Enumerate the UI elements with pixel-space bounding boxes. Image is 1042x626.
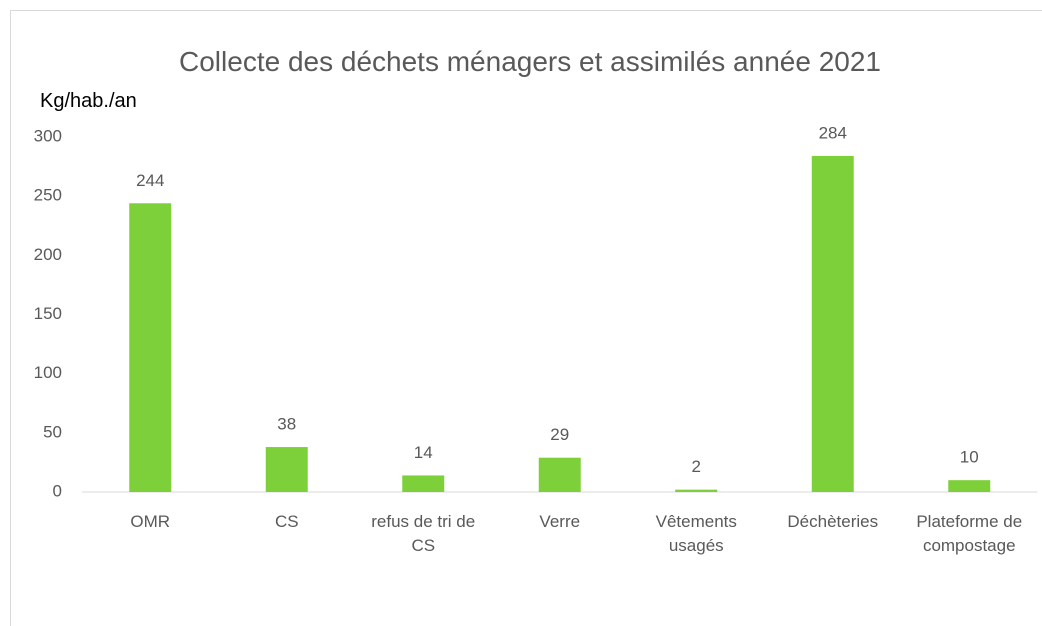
x-tick-label: OMR xyxy=(130,512,171,531)
data-label: 29 xyxy=(550,425,569,444)
x-tick-label: Verre xyxy=(539,512,581,531)
bar xyxy=(948,480,991,492)
x-tick-label: Plateforme de compostage xyxy=(916,512,1023,555)
y-tick-label: 300 xyxy=(34,126,62,145)
y-tick-label: 0 xyxy=(53,481,62,500)
data-label: 284 xyxy=(819,123,847,142)
y-tick-label: 100 xyxy=(34,363,62,382)
data-label: 244 xyxy=(136,171,164,190)
x-tick-label: Vêtements usagés xyxy=(655,512,737,555)
data-label: 2 xyxy=(692,457,701,476)
data-label: 38 xyxy=(277,415,296,434)
bar xyxy=(265,447,308,492)
y-axis-label: Kg/hab./an xyxy=(40,90,137,112)
x-tick-label: refus de tri de CS xyxy=(371,512,476,555)
y-tick-label: 50 xyxy=(43,422,62,441)
x-tick-label: CS xyxy=(274,512,299,531)
bar xyxy=(129,203,172,492)
bar xyxy=(402,475,445,492)
y-tick-label: 250 xyxy=(34,186,62,205)
y-tick-label: 200 xyxy=(34,245,62,264)
chart-title: Collecte des déchets ménagers et assimil… xyxy=(179,46,881,77)
chart-frame xyxy=(10,10,1042,626)
bar xyxy=(675,489,718,492)
bar xyxy=(811,155,854,492)
y-tick-label: 150 xyxy=(34,304,62,323)
data-label: 10 xyxy=(960,448,979,467)
x-tick-label: Déchèteries xyxy=(787,512,879,531)
bar xyxy=(538,457,581,492)
data-label: 14 xyxy=(414,443,433,462)
